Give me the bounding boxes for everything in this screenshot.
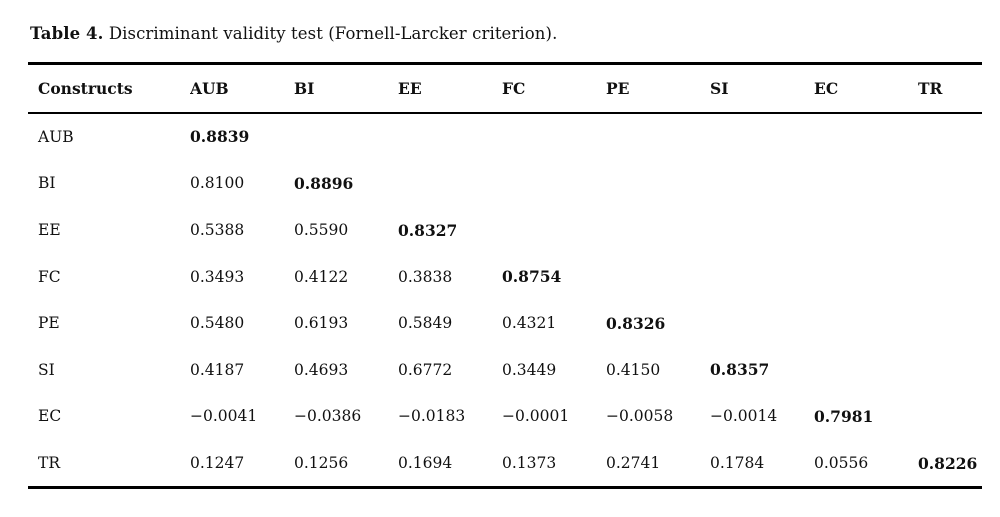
- cell-empty: [710, 207, 814, 254]
- cell-empty: [502, 207, 606, 254]
- cell-empty: [294, 113, 398, 161]
- cell-value: 0.3838: [398, 267, 453, 286]
- table-head: Constructs AUB BI EE FC PE SI EC TR: [28, 64, 982, 113]
- fornell-larcker-table: Constructs AUB BI EE FC PE SI EC TR AUB 0.8839 BI 0…: [28, 62, 982, 490]
- cell-value: −0.0014: [710, 407, 778, 426]
- cell-value: 0.5480: [190, 314, 245, 333]
- cell-empty: [814, 113, 918, 161]
- column-header: AUB: [190, 78, 229, 98]
- table-caption: Table 4. Discriminant validity test (For…: [30, 23, 972, 45]
- cell-value: 0.4321: [502, 314, 557, 333]
- cell-empty: [918, 300, 982, 347]
- cell-value: 0.4150: [606, 360, 661, 379]
- cell-empty: [710, 300, 814, 347]
- table-row: FC 0.3493 0.4122 0.3838 0.8754: [28, 253, 982, 300]
- column-header-constructs: Constructs: [38, 78, 133, 98]
- row-label: EC: [38, 407, 62, 426]
- column-header: EC: [814, 78, 839, 98]
- paper-page: Table 4. Discriminant validity test (For…: [0, 23, 1000, 517]
- cell-empty: [398, 160, 502, 207]
- row-label: SI: [38, 360, 55, 379]
- table-body: AUB 0.8839 BI 0.8100 0.8896 EE 0.5388 0.5590 0.8…: [28, 113, 982, 488]
- column-header: FC: [502, 78, 526, 98]
- cell-empty: [606, 113, 710, 161]
- cell-value: 0.0556: [814, 454, 869, 473]
- table-row: EC −0.0041 −0.0386 −0.0183 −0.0001 −0.0058 −0.…: [28, 393, 982, 440]
- cell-value: −0.0183: [398, 407, 466, 426]
- column-header: TR: [918, 78, 943, 98]
- row-label: EE: [38, 221, 61, 240]
- cell-diagonal-value: 0.8839: [190, 127, 250, 147]
- table-row: EE 0.5388 0.5590 0.8327: [28, 207, 982, 254]
- table-row: BI 0.8100 0.8896: [28, 160, 982, 207]
- row-label: AUB: [38, 127, 74, 146]
- cell-value: −0.0001: [502, 407, 570, 426]
- cell-empty: [606, 160, 710, 207]
- table-header-row: Constructs AUB BI EE FC PE SI EC TR: [28, 64, 982, 113]
- cell-value: 0.3449: [502, 360, 557, 379]
- cell-diagonal-value: 0.8896: [294, 173, 354, 193]
- cell-empty: [710, 253, 814, 300]
- table-row: TR 0.1247 0.1256 0.1694 0.1373 0.2741 0.1784 0.…: [28, 440, 982, 488]
- cell-empty: [918, 207, 982, 254]
- cell-value: 0.4693: [294, 360, 349, 379]
- table-caption-number: Table 4.: [30, 24, 104, 43]
- table-caption-text: Discriminant validity test (Fornell-Larc…: [103, 24, 558, 43]
- cell-diagonal-value: 0.8357: [710, 360, 770, 380]
- row-label: FC: [38, 267, 61, 286]
- cell-value: 0.8100: [190, 174, 245, 193]
- cell-value: 0.5849: [398, 314, 453, 333]
- row-label: TR: [38, 454, 61, 473]
- cell-value: 0.2741: [606, 454, 661, 473]
- cell-value: 0.1694: [398, 454, 453, 473]
- cell-value: 0.6772: [398, 360, 453, 379]
- cell-value: 0.3493: [190, 267, 245, 286]
- cell-empty: [502, 160, 606, 207]
- cell-diagonal-value: 0.8327: [398, 220, 458, 240]
- cell-empty: [606, 253, 710, 300]
- cell-diagonal-value: 0.7981: [814, 406, 874, 426]
- cell-value: 0.1256: [294, 454, 349, 473]
- cell-empty: [606, 207, 710, 254]
- cell-value: 0.5388: [190, 221, 245, 240]
- column-header: PE: [606, 78, 630, 98]
- row-label: BI: [38, 174, 56, 193]
- cell-value: 0.6193: [294, 314, 349, 333]
- column-header: EE: [398, 78, 422, 98]
- table-row: PE 0.5480 0.6193 0.5849 0.4321 0.8326: [28, 300, 982, 347]
- cell-empty: [918, 113, 982, 161]
- cell-value: −0.0386: [294, 407, 362, 426]
- cell-empty: [814, 347, 918, 394]
- cell-empty: [918, 393, 982, 440]
- cell-diagonal-value: 0.8754: [502, 267, 562, 287]
- cell-diagonal-value: 0.8226: [918, 453, 978, 473]
- cell-value: 0.4187: [190, 360, 245, 379]
- cell-value: 0.5590: [294, 221, 349, 240]
- column-header: SI: [710, 78, 729, 98]
- cell-empty: [710, 160, 814, 207]
- cell-value: 0.4122: [294, 267, 349, 286]
- cell-empty: [814, 160, 918, 207]
- table-row: AUB 0.8839: [28, 113, 982, 161]
- cell-value: 0.1247: [190, 454, 245, 473]
- cell-empty: [502, 113, 606, 161]
- cell-empty: [398, 113, 502, 161]
- cell-value: −0.0041: [190, 407, 258, 426]
- cell-empty: [814, 300, 918, 347]
- cell-empty: [814, 253, 918, 300]
- cell-empty: [710, 113, 814, 161]
- table-row: SI 0.4187 0.4693 0.6772 0.3449 0.4150 0.8357: [28, 347, 982, 394]
- cell-value: −0.0058: [606, 407, 674, 426]
- column-header: BI: [294, 78, 315, 98]
- row-label: PE: [38, 314, 60, 333]
- cell-empty: [918, 347, 982, 394]
- cell-value: 0.1373: [502, 454, 557, 473]
- cell-value: 0.1784: [710, 454, 765, 473]
- cell-diagonal-value: 0.8326: [606, 313, 666, 333]
- cell-empty: [814, 207, 918, 254]
- cell-empty: [918, 253, 982, 300]
- cell-empty: [918, 160, 982, 207]
